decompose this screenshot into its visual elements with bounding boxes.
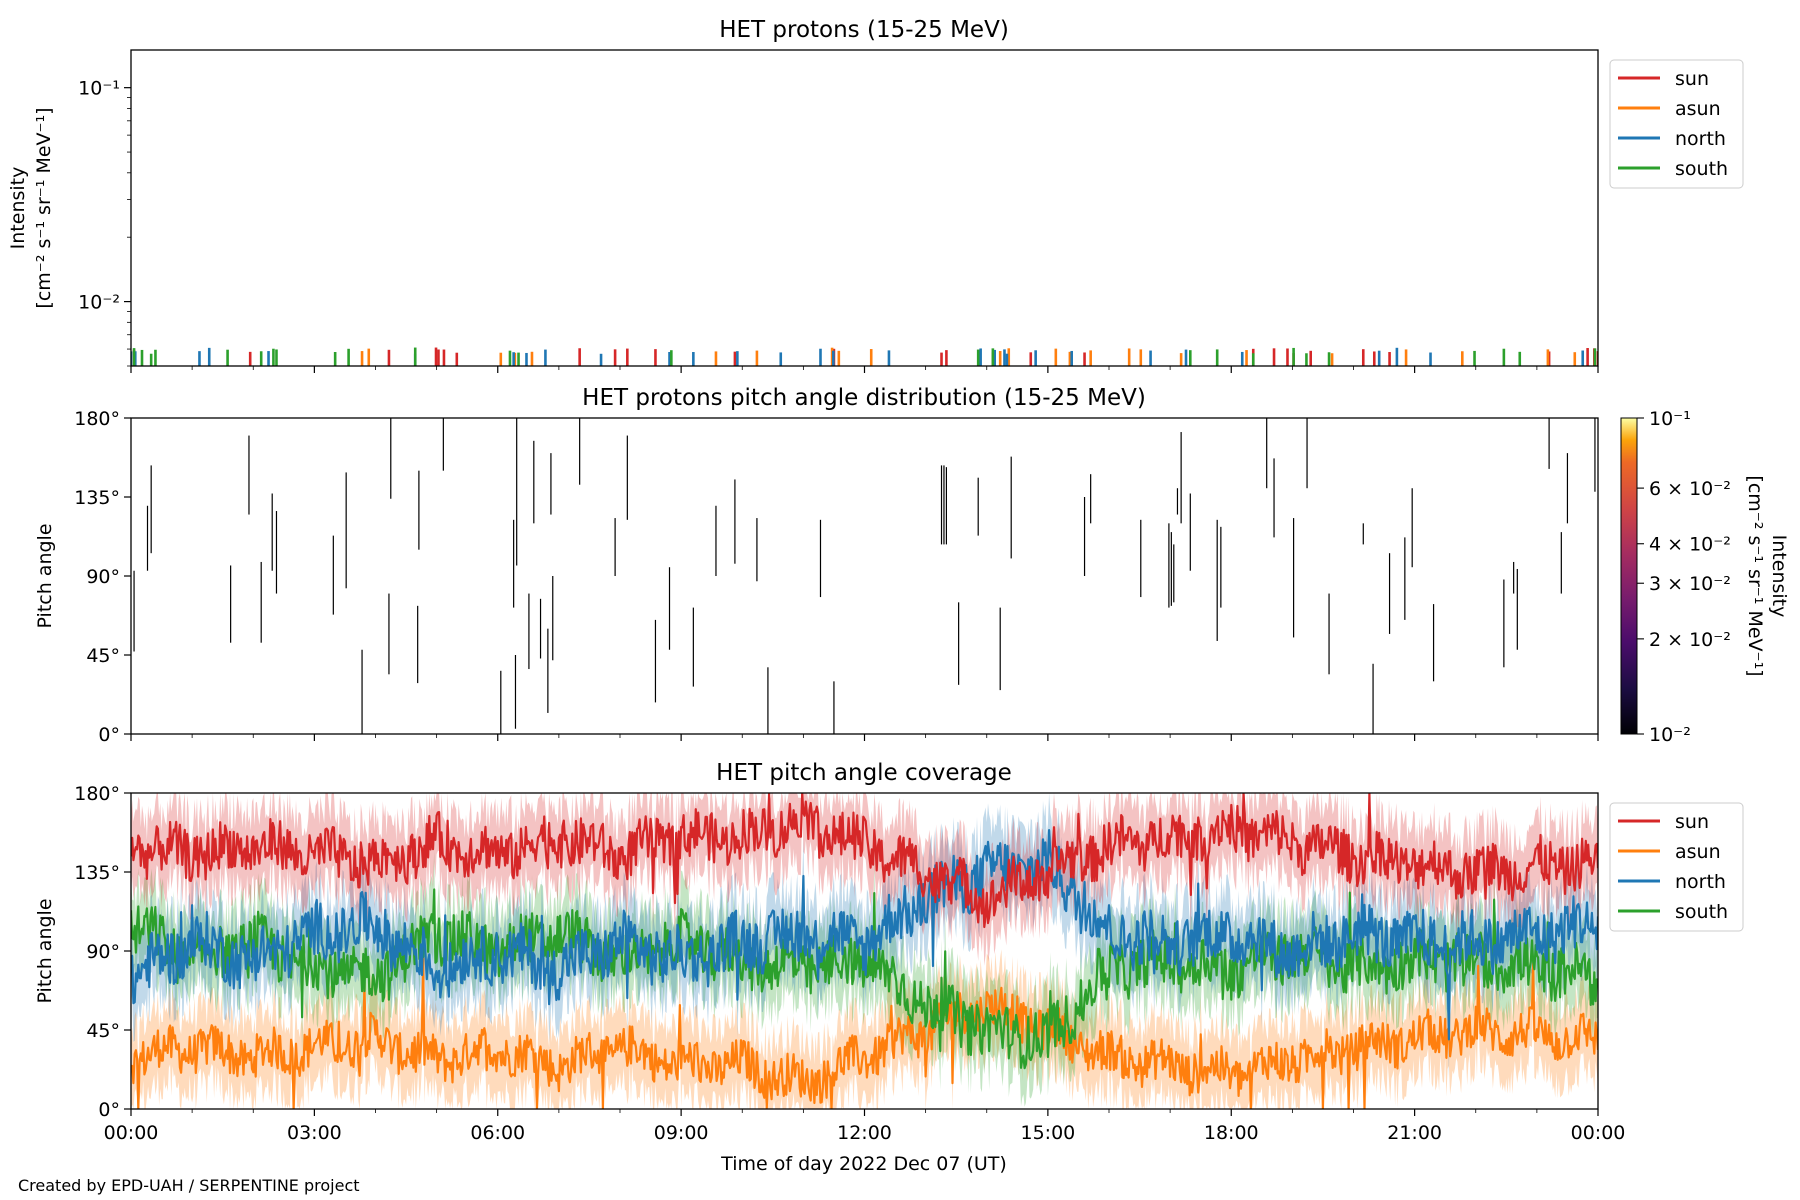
legend-box xyxy=(1609,802,1744,932)
x-tick-label: 18:00 xyxy=(1204,1122,1259,1144)
legend-label-south: south xyxy=(1675,901,1728,923)
x-tick-label: 12:00 xyxy=(837,1122,892,1144)
panel2-ylabel: Pitch angle xyxy=(34,523,56,628)
panel2-x-ticks xyxy=(130,734,1599,741)
panel3-ylabel: Pitch angle xyxy=(34,898,56,1003)
panel1-x-ticks xyxy=(130,366,1599,373)
colorbar-tick-label: 3 × 10⁻² xyxy=(1649,573,1731,595)
line-sun xyxy=(131,793,1598,929)
y-tick-label: 180° xyxy=(74,783,120,805)
panel3-y-ticks: 0° 45° 90° 135° 180° xyxy=(74,783,131,1121)
legend-label-north: north xyxy=(1675,128,1726,150)
x-tick-label: 21:00 xyxy=(1387,1122,1442,1144)
line-asun xyxy=(131,957,1598,1109)
panel3-x-ticks: 00:00 03:00 06:00 09:00 12:00 15:00 18:00 21:00… xyxy=(104,1109,1626,1144)
credit-text: Created by EPD-UAH / SERPENTINE project xyxy=(18,1176,360,1195)
legend-label-asun: asun xyxy=(1675,841,1721,863)
y-tick-label: 45° xyxy=(86,1020,120,1042)
panel2-axes-frame xyxy=(130,417,1599,735)
band-north xyxy=(131,793,1598,1078)
colorbar xyxy=(1621,418,1637,734)
panel1-axes-frame xyxy=(130,49,1599,367)
line-south xyxy=(131,888,1598,1070)
panel3-lines xyxy=(131,793,1598,1109)
x-tick-label: 03:00 xyxy=(287,1122,342,1144)
y-tick-label: 90° xyxy=(86,941,120,963)
y-tick-label: 180° xyxy=(74,408,120,430)
legend-label-north: north xyxy=(1675,871,1726,893)
legend-label-sun: sun xyxy=(1675,68,1709,90)
x-tick-label: 09:00 xyxy=(654,1122,709,1144)
panel2-y-ticks: 0° 45° 90° 135° 180° xyxy=(74,408,131,746)
x-tick-label: 06:00 xyxy=(470,1122,525,1144)
panel1-legend: sun asun north south xyxy=(1609,59,1744,189)
y-tick-label: 135° xyxy=(74,862,120,884)
y-tick-label: 10⁻² xyxy=(78,292,120,314)
panel1-title: HET protons (15-25 MeV) xyxy=(719,17,1009,43)
x-tick-label: 15:00 xyxy=(1020,1122,1075,1144)
panel3-axes-frame xyxy=(130,792,1599,1110)
legend-box xyxy=(1609,59,1744,189)
panel3-xlabel: Time of day 2022 Dec 07 (UT) xyxy=(720,1153,1007,1175)
panel1-ylabel-line2: [cm⁻² s⁻¹ sr⁻¹ MeV⁻¹] xyxy=(33,107,55,308)
panel2-heatmap xyxy=(133,418,1596,734)
colorbar-tick-label: 6 × 10⁻² xyxy=(1649,478,1731,500)
panel3-legend: sun asun north south xyxy=(1609,802,1744,932)
y-tick-label: 0° xyxy=(98,1099,120,1121)
colorbar-tick-label: 2 × 10⁻² xyxy=(1649,629,1731,651)
panel2-title: HET protons pitch angle distribution (15… xyxy=(582,385,1146,411)
legend-label-south: south xyxy=(1675,158,1728,180)
line-north xyxy=(131,829,1598,1041)
legend-label-sun: sun xyxy=(1675,811,1709,833)
colorbar-label-line1: Intensity xyxy=(1768,535,1790,618)
colorbar-ticks: 10⁻² 2 × 10⁻² 3 × 10⁻² 4 × 10⁻² 6 × 10⁻² 10⁻¹ xyxy=(1637,408,1731,746)
colorbar-label-line2: [cm⁻² s⁻¹ sr⁻¹ MeV⁻¹] xyxy=(1744,475,1766,676)
colorbar-tick-label: 4 × 10⁻² xyxy=(1649,534,1731,556)
legend-label-asun: asun xyxy=(1675,98,1721,120)
colorbar-frame xyxy=(1620,417,1638,735)
panel1-spikes xyxy=(131,347,1598,366)
y-tick-label: 0° xyxy=(98,724,120,746)
y-tick-label: 10⁻¹ xyxy=(78,78,120,100)
colorbar-tick-label: 10⁻² xyxy=(1649,724,1691,746)
colorbar-tick-label: 10⁻¹ xyxy=(1649,408,1691,430)
x-tick-label: 00:00 xyxy=(104,1122,159,1144)
y-tick-label: 135° xyxy=(74,487,120,509)
y-tick-label: 90° xyxy=(86,566,120,588)
panel3-title: HET pitch angle coverage xyxy=(716,760,1012,786)
x-tick-label: 00:00 xyxy=(1571,1122,1626,1144)
panel1-ylabel-line1: Intensity xyxy=(7,167,29,250)
panel1-y-ticks: 10⁻² 10⁻¹ xyxy=(78,78,131,367)
y-tick-label: 45° xyxy=(86,645,120,667)
